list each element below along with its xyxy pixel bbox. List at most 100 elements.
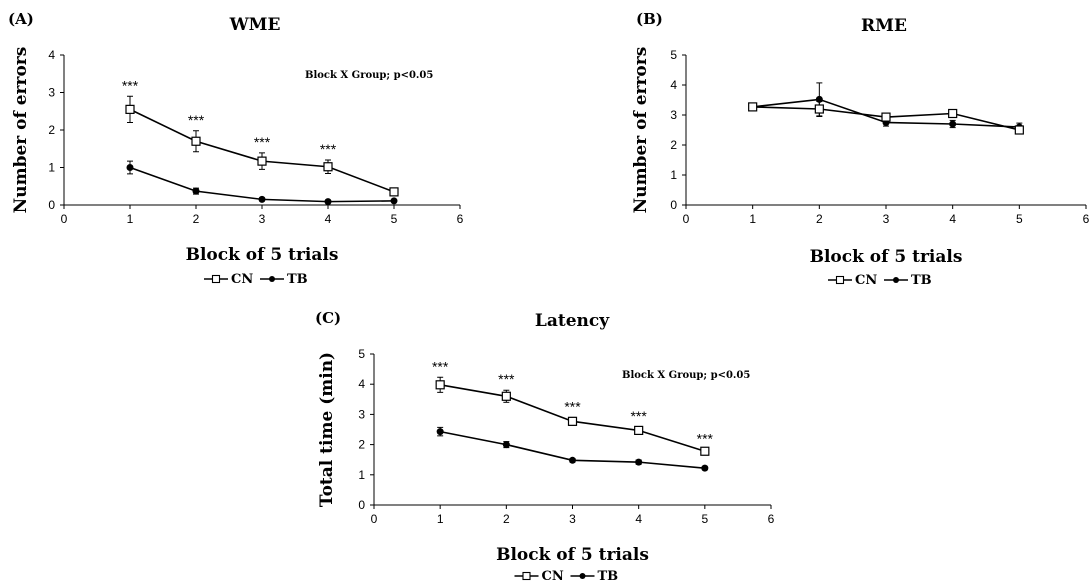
y-tick-label: 0 (48, 198, 55, 212)
data-point-cn (881, 112, 891, 122)
chart-title: WME (229, 15, 281, 35)
data-point-tb (390, 197, 398, 205)
data-point-cn (814, 104, 824, 114)
legend-label-tb: TB (598, 569, 619, 584)
y-tick-label: 1 (358, 468, 365, 482)
x-tick-label: 6 (1083, 212, 1090, 226)
significance-marker: *** (254, 134, 271, 150)
data-point-cn (257, 156, 267, 166)
data-point-cn (389, 187, 399, 197)
significance-marker: *** (564, 398, 581, 414)
x-tick-label: 1 (749, 212, 756, 226)
x-tick-label: 1 (127, 212, 134, 226)
x-tick-label: 1 (437, 512, 444, 526)
y-tick-label: 4 (48, 48, 55, 62)
data-point-cn (1014, 125, 1024, 135)
legend-marker-cn (835, 275, 845, 285)
x-tick-label: 3 (259, 212, 266, 226)
y-tick-label: 3 (48, 86, 55, 100)
x-tick-label: 0 (61, 212, 68, 226)
y-axis-label: Total time (min) (317, 352, 337, 507)
y-tick-label: 1 (48, 161, 55, 175)
data-point-cn (748, 102, 758, 112)
legend-marker-cn (522, 571, 531, 581)
data-point-cn (191, 136, 201, 146)
legend-marker-cn (211, 274, 221, 284)
chart-panel-3: (C) Latency 0 1 2 3 4 5 6 0 1 2 3 4 5 Total time (min) B… (315, 309, 775, 584)
significance-marker: *** (630, 408, 647, 424)
y-tick-label: 0 (670, 198, 677, 212)
x-tick-label: 4 (635, 512, 642, 526)
x-tick-label: 2 (193, 212, 200, 226)
stats-annotation: Block X Group; p<0.05 (305, 70, 433, 81)
x-tick-label: 2 (503, 512, 510, 526)
legend-marker-tb (579, 573, 586, 579)
y-tick-label: 4 (670, 78, 677, 92)
y-tick-label: 4 (358, 377, 365, 391)
chart-panel-1: (A) WME 0 1 2 3 4 5 6 0 1 2 3 4 Number of errors Block … (8, 10, 464, 287)
data-point-cn (634, 425, 644, 436)
chart-title: RME (861, 16, 907, 36)
significance-marker: *** (122, 77, 139, 93)
significance-marker: *** (188, 112, 205, 128)
chart-title: Latency (535, 311, 610, 331)
y-tick-label: 5 (358, 347, 365, 361)
data-point-tb (324, 198, 332, 206)
significance-marker: *** (498, 371, 515, 387)
data-point-cn (125, 104, 135, 114)
x-tick-label: 4 (325, 212, 332, 226)
y-tick-label: 5 (670, 48, 677, 62)
panel-label: (B) (636, 10, 663, 28)
x-tick-label: 3 (883, 212, 890, 226)
x-tick-label: 5 (391, 212, 398, 226)
significance-marker: *** (432, 358, 449, 374)
y-axis-label: Number of errors (631, 47, 651, 214)
legend-label-cn: CN (231, 272, 253, 287)
data-point-cn (567, 416, 578, 426)
stats-annotation: Block X Group; p<0.05 (622, 370, 750, 381)
y-tick-label: 3 (358, 407, 365, 421)
data-point-cn (501, 391, 511, 401)
x-tick-label: 0 (371, 512, 378, 526)
x-tick-label: 5 (1016, 212, 1023, 226)
series-line-cn (129, 108, 395, 193)
legend-marker-tb (269, 276, 275, 282)
x-tick-label: 0 (683, 212, 690, 226)
y-axis-label: Number of errors (11, 47, 31, 214)
data-point-tb (569, 456, 576, 464)
y-tick-label: 3 (670, 108, 677, 122)
data-point-tb (436, 428, 444, 436)
data-point-tb (949, 120, 957, 128)
x-tick-label: 6 (457, 212, 464, 226)
data-point-tb (502, 441, 510, 449)
panel-label: (A) (8, 10, 34, 28)
chart-panel-2: (B) RME 0 1 2 3 4 5 6 0 1 2 3 4 5 Number of errors Block… (631, 10, 1090, 288)
data-point-tb (701, 464, 709, 472)
legend-label-tb: TB (287, 272, 308, 287)
y-tick-label: 2 (358, 438, 365, 452)
y-tick-label: 2 (48, 123, 55, 137)
data-point-tb (192, 187, 200, 195)
panel-label: (C) (315, 309, 341, 327)
data-point-cn (948, 108, 958, 119)
data-point-cn (700, 446, 710, 456)
x-axis-label: Block of 5 trials (496, 545, 649, 565)
x-axis-label: Block of 5 trials (810, 247, 963, 267)
data-point-cn (435, 380, 445, 390)
y-tick-label: 2 (670, 138, 677, 152)
x-tick-label: 3 (569, 512, 576, 526)
x-tick-label: 5 (701, 512, 708, 526)
x-tick-label: 6 (768, 512, 775, 526)
legend-label-cn: CN (542, 569, 564, 584)
y-tick-label: 1 (670, 168, 677, 182)
x-tick-label: 4 (949, 212, 956, 226)
x-tick-label: 2 (816, 212, 823, 226)
data-point-tb (635, 458, 643, 466)
legend-marker-tb (893, 277, 899, 283)
legend-label-cn: CN (855, 273, 877, 288)
legend-label-tb: TB (911, 273, 932, 288)
y-tick-label: 0 (358, 498, 365, 512)
data-point-cn (323, 162, 333, 172)
x-axis-label: Block of 5 trials (186, 245, 339, 265)
